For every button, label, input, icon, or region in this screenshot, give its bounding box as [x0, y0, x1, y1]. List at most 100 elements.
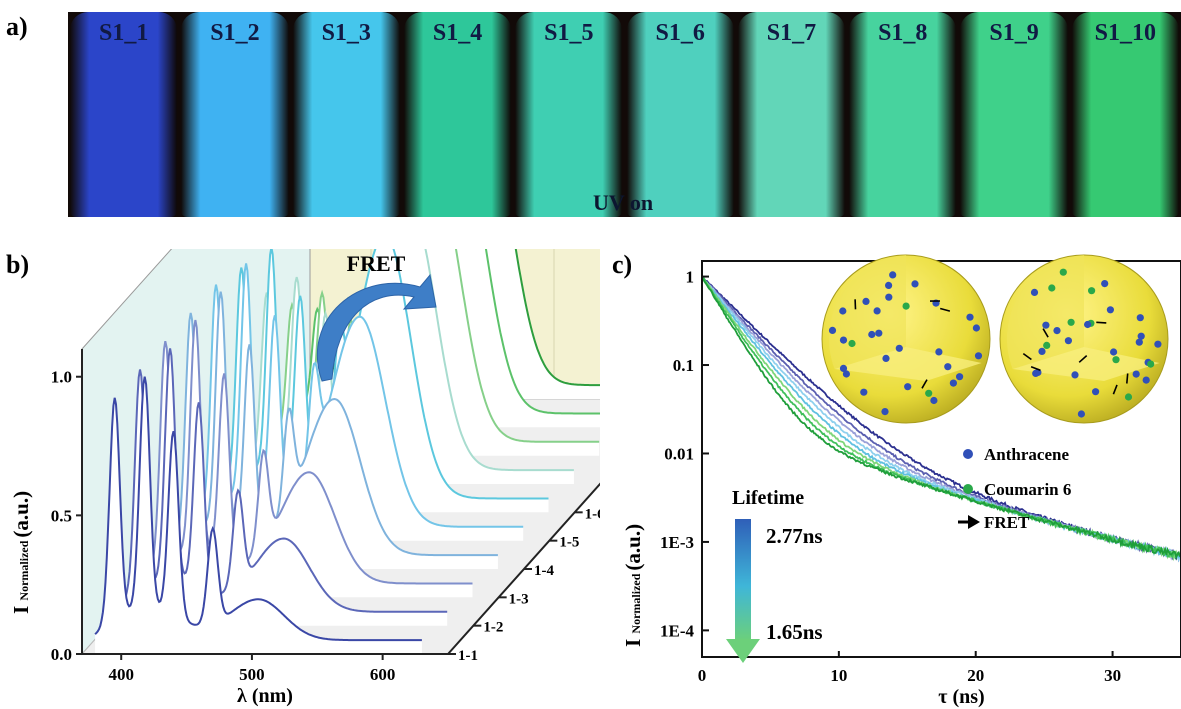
y-tick-label: 0.1 — [673, 356, 694, 375]
sphere-floor — [834, 347, 982, 381]
sample-tick-label: 1-4 — [534, 563, 554, 579]
anthracene-dot — [1042, 321, 1050, 329]
anthracene-dot — [1032, 369, 1040, 377]
anthracene-dot — [1064, 337, 1072, 345]
anthracene-dot — [974, 352, 983, 360]
panel-c-label: c) — [612, 250, 633, 279]
sample-tick-label: 1-1 — [458, 648, 478, 664]
series-fill — [95, 376, 422, 654]
vial-label: S1_3 — [321, 20, 371, 46]
vial: S1_3 — [292, 12, 400, 217]
anthracene-dot — [873, 307, 881, 315]
vial-label: S1_7 — [766, 20, 817, 46]
y-tick-label: 1 — [686, 268, 695, 287]
fret-transfer-arrow — [1096, 321, 1107, 324]
x-tick-label: 20 — [967, 666, 984, 685]
coumarin-dot — [1124, 393, 1133, 401]
y-tick-label: 1.0 — [51, 368, 72, 387]
legend-anthracene-marker — [963, 449, 973, 459]
series-fill — [196, 263, 524, 541]
anthracene-dot — [966, 313, 974, 321]
coumarin-dot — [902, 302, 910, 310]
panel-a-label: a) — [6, 12, 28, 41]
vial: S1_6 — [626, 12, 734, 217]
series-line — [145, 319, 473, 585]
anthracene-dot — [1101, 280, 1109, 288]
anthracene-dot — [972, 324, 980, 332]
x-axis-label: λ (nm) — [237, 685, 293, 707]
anthracene-dot — [956, 373, 964, 381]
y-tick-label: 0.5 — [51, 506, 72, 525]
anthracene-dot — [904, 383, 912, 391]
anthracene-dot — [930, 396, 938, 405]
fret-label: FRET — [347, 251, 406, 276]
fluorescence-decay-chart: 0 10 20 30 1 0.1 0.01 1E-3 1E-4 τ (ns) I Normalize… — [621, 254, 1181, 708]
sphere-cutaway — [1006, 255, 1084, 369]
vial: S1_10 — [1071, 12, 1179, 217]
anthracene-dot — [1077, 410, 1085, 418]
vial-label: S1_10 — [1094, 20, 1157, 46]
sample-tick-label: 1-2 — [483, 620, 503, 636]
anthracene-dot — [885, 281, 893, 289]
anthracene-dot — [881, 408, 889, 416]
anthracene-dot — [839, 307, 847, 315]
x-tick-label: 10 — [830, 666, 847, 685]
vial: S1_5 — [515, 12, 623, 217]
series-fill — [120, 348, 448, 626]
anthracene-dot — [885, 293, 893, 301]
legend-coumarin-marker — [963, 484, 973, 494]
anthracene-dot — [1142, 376, 1150, 384]
anthracene-dot — [875, 329, 883, 337]
coumarin-dot — [1088, 287, 1096, 295]
y-tick-label: 1E-4 — [660, 621, 695, 640]
fret-transfer-arrow — [1042, 328, 1049, 338]
anthracene-dot — [1071, 371, 1079, 379]
anthracene-dot — [895, 344, 903, 352]
sample-tick-label: 1-6 — [585, 506, 600, 522]
sample-axis — [447, 482, 600, 655]
series-line — [94, 376, 422, 642]
fret-transfer-arrow — [1030, 365, 1041, 372]
anthracene-dot — [860, 388, 868, 396]
anthracene-dot — [944, 363, 952, 371]
coumarin-dot — [1043, 341, 1051, 349]
y-axis-label: I Normalized (a.u.) — [621, 524, 645, 647]
fret-transfer-arrow — [921, 379, 928, 389]
fret-arrow — [316, 273, 437, 382]
uv-caption: UV on — [593, 190, 654, 215]
vial: S1_8 — [849, 12, 957, 217]
anthracene-dot — [1030, 288, 1039, 296]
sample-tick-label: 1-5 — [559, 535, 579, 551]
x-tick-label: 400 — [108, 665, 134, 684]
lifetime-gradient-bar — [735, 519, 751, 641]
anthracene-dot — [828, 326, 837, 334]
anthracene-dot — [1084, 320, 1092, 329]
legend-anthracene-label: Anthracene — [984, 445, 1069, 464]
uv-vial-photo: S1_10 S1_9 S1_8 S1_7 S1_6 S1_5 S1_4 S1_3 S1_2 S1_… — [68, 12, 1181, 217]
x-axis-label: τ (ns) — [938, 686, 984, 708]
coumarin-dot — [925, 389, 933, 397]
lifetime-title: Lifetime — [732, 487, 804, 509]
sphere-floor — [1012, 347, 1160, 381]
anthracene-dot — [1132, 370, 1140, 378]
vial-label: S1_8 — [878, 20, 928, 46]
vial-label: S1_6 — [655, 20, 705, 46]
x-tick-label: 0 — [698, 666, 707, 685]
anthracene-dot — [839, 364, 848, 372]
fret-transfer-arrow — [1022, 352, 1032, 361]
anthracene-dot — [949, 379, 957, 387]
anthracene-dot — [889, 271, 897, 279]
fret-transfer-arrow — [1112, 384, 1118, 395]
lifetime-arrowhead — [726, 639, 760, 663]
anthracene-dot — [1136, 314, 1144, 322]
x-tick-label: 600 — [370, 665, 396, 684]
anthracene-dot — [1137, 332, 1145, 340]
anthracene-dot — [1053, 327, 1061, 335]
vial-label: S1_4 — [432, 20, 483, 46]
y-tick-label: 1E-3 — [660, 533, 694, 552]
legend-coumarin-label: Coumarin 6 — [984, 480, 1071, 499]
series-line — [170, 291, 498, 557]
lifetime-min-label: 1.65ns — [766, 620, 823, 644]
vial-label: S1_1 — [98, 20, 149, 46]
anthracene-dot — [1110, 348, 1118, 356]
